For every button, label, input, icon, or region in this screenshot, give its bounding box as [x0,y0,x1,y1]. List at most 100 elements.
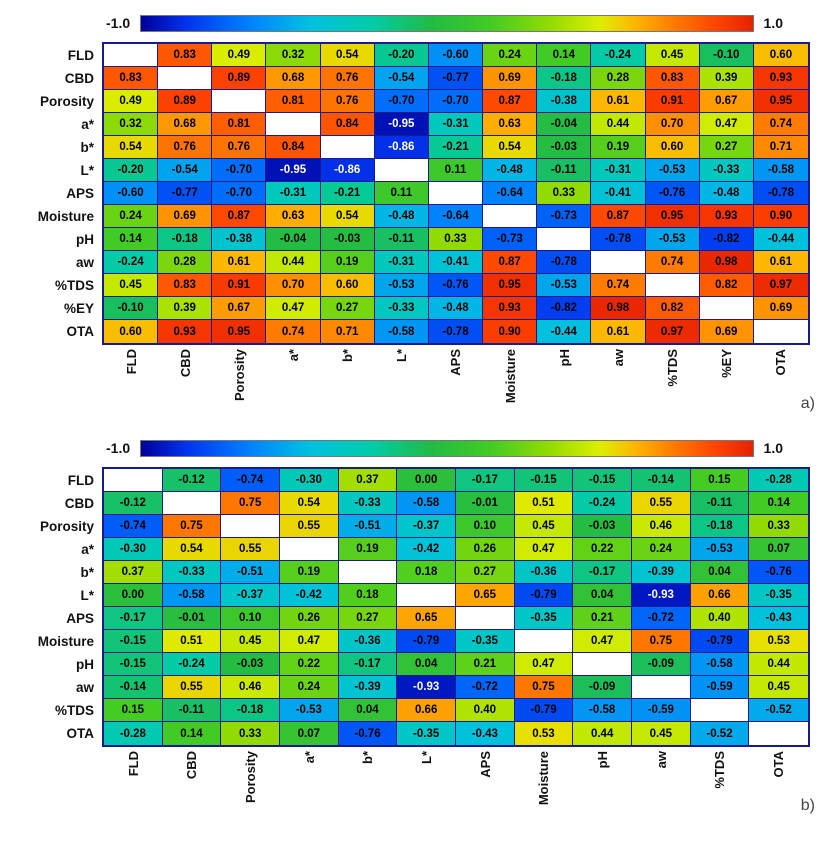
matrix-cell: 0.82 [699,274,754,297]
matrix-cell: 0.44 [266,251,321,274]
matrix-cell: -0.38 [212,228,267,251]
matrix-cell: -0.10 [104,297,159,320]
matrix-cell: 0.11 [374,182,429,205]
matrix-cell: -0.03 [573,515,632,538]
matrix-cell: -0.79 [514,699,574,722]
correlation-matrix-b: -0.12 -0.74 -0.30 0.37 0.00 -0.17 -0.15 -0.15 -0… [102,467,810,747]
column-label-text: FLD [125,751,141,777]
row-label: pH [76,657,94,672]
column-label: L* [397,751,456,833]
column-label: FLD [104,349,158,431]
matrix-cell: -0.58 [690,653,750,676]
panel-a: -1.0 1.0 FLD CBD Porosity a* b* L* APS Moisture… [10,14,815,431]
matrix-cell [212,90,267,113]
matrix-cell: 0.93 [753,67,808,90]
matrix-cell: -0.53 [280,699,339,722]
column-label: pH [573,751,632,833]
matrix-cell: 0.15 [104,699,163,722]
panel-letter-b: b) [800,797,815,814]
matrix-cell: -0.52 [690,722,750,745]
matrix-cell: 0.87 [483,251,538,274]
row-label: CBD [64,71,94,86]
column-label-text: APS [448,349,464,376]
matrix-cell: -0.38 [537,90,592,113]
matrix-cell: 0.91 [212,274,267,297]
column-label-text: APS [477,751,493,778]
matrix-cell: 0.33 [221,722,280,745]
matrix-cell: 0.61 [753,251,808,274]
matrix-cell [320,136,375,159]
matrix-cell: -0.18 [221,699,280,722]
matrix-cell: -0.03 [320,228,375,251]
column-label: APS [456,751,515,833]
matrix-cell: 0.45 [221,630,280,653]
matrix-cell: 0.95 [753,90,808,113]
matrix-cell [591,251,646,274]
column-label: CBD [163,751,222,833]
matrix-cell: -0.73 [537,205,592,228]
matrix-cell [483,205,538,228]
matrix-cell: -0.58 [374,320,429,343]
row-label: Moisture [37,209,94,224]
matrix-cell: 0.61 [591,320,646,343]
matrix-cell: -0.86 [374,136,429,159]
column-label: Moisture [483,349,537,431]
row-label: OTA [66,324,95,339]
matrix-cell: -0.36 [338,630,398,653]
row-label: FLD [67,48,94,63]
matrix-cell: 0.40 [456,699,515,722]
column-label-text: CBD [177,349,193,378]
matrix-cell: 0.83 [104,67,159,90]
matrix-cell: 0.54 [280,492,339,515]
matrix-cell: 0.74 [645,251,700,274]
matrix-cell: 0.89 [212,67,267,90]
matrix-cell: -0.76 [749,561,808,584]
matrix-cell: -0.76 [428,274,484,297]
matrix-cell: 0.68 [158,113,213,136]
matrix-cell: 0.69 [158,205,213,228]
matrix-cell: -0.54 [158,159,213,182]
matrix-cell: 0.44 [749,653,808,676]
matrix-cell: -0.70 [374,90,429,113]
matrix-cell: 0.70 [645,113,700,136]
column-label-text: OTA [771,751,787,778]
panel-letter-a: a) [800,395,815,412]
column-label: %TDS [691,751,750,833]
matrix-cell: 0.65 [397,607,456,630]
matrix-cell: -0.52 [749,699,808,722]
matrix-cell: -0.11 [162,699,222,722]
matrix-cell: 0.93 [699,205,754,228]
matrix-cell: 0.84 [266,136,321,159]
matrix-cell: -0.17 [104,607,163,630]
column-label: a* [280,751,339,833]
matrix-cell: -0.31 [428,113,484,136]
matrix-cell: -0.33 [699,159,754,182]
matrix-cell: 0.19 [338,538,398,561]
matrix-cell: 0.46 [221,676,280,699]
matrix-cell [749,722,808,745]
column-label: %EY [700,349,754,431]
matrix-cell: 0.28 [158,251,213,274]
column-label-text: CBD [184,751,200,780]
matrix-cell: 0.33 [749,515,808,538]
matrix-cell: 0.04 [397,653,456,676]
matrix-cell: -0.60 [428,44,484,67]
matrix-cell: 0.81 [266,90,321,113]
matrix-cell: -0.86 [320,159,375,182]
matrix-cell: -0.95 [266,159,321,182]
column-label: APS [429,349,483,431]
matrix-cell: -0.78 [537,251,592,274]
matrix-cell: -0.60 [104,182,159,205]
matrix-cell: -0.42 [397,538,456,561]
matrix-cell: 0.18 [338,584,398,607]
matrix-cell: -0.93 [632,584,691,607]
column-label-text: OTA [773,349,789,376]
column-label: aw [632,751,691,833]
correlation-matrix-a: 0.83 0.49 0.32 0.54 -0.20 -0.60 0.24 0.14 -0.24 0… [102,42,810,345]
matrix-cell: -0.20 [104,159,159,182]
matrix-cell: 0.67 [212,297,267,320]
matrix-cell: -0.37 [397,515,456,538]
matrix-cell: -0.35 [514,607,574,630]
matrix-cell: 0.74 [591,274,646,297]
matrix-cell: 0.15 [690,469,750,492]
